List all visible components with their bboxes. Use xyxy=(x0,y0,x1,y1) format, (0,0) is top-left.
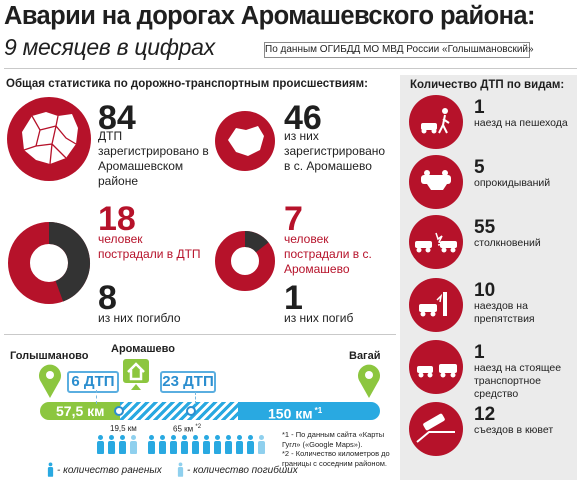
type-count: 12 xyxy=(474,404,496,425)
parked-vehicle-icon xyxy=(417,364,457,378)
dist-left-label: 19,5 км xyxy=(110,424,137,433)
dtp-left-badge: 6 ДТП xyxy=(67,371,119,393)
injured-person-icon xyxy=(246,435,255,455)
road-segment-left: 57,5 км xyxy=(40,402,120,420)
district-count: 84 xyxy=(98,99,136,137)
pedestrian-icon xyxy=(421,108,450,134)
legend-killed-label: - количество погибших xyxy=(187,464,298,476)
road-divider xyxy=(4,334,396,335)
home-pin-icon xyxy=(123,359,149,390)
road-segment-hatched xyxy=(120,402,238,420)
injured-person-icon xyxy=(235,435,244,455)
injured-person-icon xyxy=(180,435,189,455)
dist-right-label: 65 км *2 xyxy=(173,424,201,434)
district-injured-caption: человек пострадали в ДТП xyxy=(98,232,201,261)
type-icon-circle xyxy=(409,278,463,332)
people-right-group xyxy=(147,435,266,455)
district-caption: ДТП зарегистрировано в Аромашевском райо… xyxy=(98,129,209,188)
killed-person-icon xyxy=(257,435,266,455)
road-segment-right-value: 150 км xyxy=(268,405,313,422)
type-count: 55 xyxy=(474,217,496,238)
injured-person-icon xyxy=(213,435,222,455)
district-injured-donut xyxy=(8,222,90,304)
legend-injured: - количество раненых xyxy=(46,460,162,480)
donut-killed-arc xyxy=(48,222,90,302)
injured-person-icon xyxy=(224,435,233,455)
type-label: столкновений xyxy=(474,237,541,249)
village-injured-caption: человек пострадали в с. Аромашево xyxy=(284,232,372,276)
type-icon-circle xyxy=(409,402,463,456)
type-label: наезд на пешехода xyxy=(474,117,568,129)
village-caption: из них зарегистрировано в с. Аромашево xyxy=(284,129,386,173)
ditch-icon xyxy=(416,413,455,443)
injured-person-icon xyxy=(191,435,200,455)
injured-person-icon xyxy=(96,435,105,455)
district-map-icon xyxy=(7,97,91,181)
pin-left-icon xyxy=(39,364,61,398)
leader-right xyxy=(195,392,196,404)
general-heading: Общая статистика по дорожно-транспортным… xyxy=(6,78,368,90)
type-count: 5 xyxy=(474,157,485,178)
village-killed-caption: из них погиб xyxy=(284,311,354,325)
village-injured-count: 7 xyxy=(284,200,303,238)
pin-right-icon xyxy=(358,364,380,398)
donut-killed-arc xyxy=(244,231,269,253)
village-count: 46 xyxy=(284,99,322,137)
type-count: 1 xyxy=(474,97,485,118)
type-count: 10 xyxy=(474,280,496,301)
header-divider xyxy=(4,68,577,69)
type-icon-circle xyxy=(409,340,463,394)
page-subtitle: 9 месяцев в цифрах xyxy=(4,34,215,60)
injured-person-icon xyxy=(147,435,156,455)
type-count: 1 xyxy=(474,342,485,363)
source-badge: По данным ОГИБДД МО МВД России «Голышман… xyxy=(264,42,534,58)
type-icon-circle xyxy=(409,95,463,149)
district-killed-caption: из них погибло xyxy=(98,311,181,325)
type-label: наезд на стоящее транспортное средство xyxy=(474,362,562,400)
road-segment-right: 150 км *1 xyxy=(238,402,380,422)
obstacle-icon xyxy=(419,292,447,317)
town-center-label: Аромашево xyxy=(111,343,175,355)
village-map-icon xyxy=(215,111,275,171)
road-marker-left xyxy=(114,406,124,416)
legend-injured-label: - количество раненых xyxy=(57,464,162,476)
dtp-right-badge: 23 ДТП xyxy=(160,371,216,393)
district-injured-count: 18 xyxy=(98,200,136,238)
killed-person-icon xyxy=(129,435,138,455)
people-left-group xyxy=(96,435,138,455)
injured-person-icon xyxy=(169,435,178,455)
injured-person-icon xyxy=(158,435,167,455)
injured-person-icon xyxy=(118,435,127,455)
road-marker-right xyxy=(186,406,196,416)
road-note-1: *1 - По данным сайта «Карты Гугл» («Goog… xyxy=(282,430,385,449)
road-note-2: *2 - Количество километров до границы с … xyxy=(282,449,390,468)
page-title: Аварии на дорогах Аромашевского района: xyxy=(4,2,535,30)
type-icon-circle xyxy=(409,155,463,209)
village-killed-count: 1 xyxy=(284,279,303,317)
rollover-icon xyxy=(421,170,451,190)
leader-left xyxy=(96,390,116,404)
type-label: съездов в кювет xyxy=(474,424,554,436)
town-right-label: Вагай xyxy=(349,350,381,362)
injured-person-icon xyxy=(107,435,116,455)
collision-icon xyxy=(415,232,457,253)
village-injured-donut xyxy=(215,231,275,291)
road-notes: *1 - По данным сайта «Карты Гугл» («Goog… xyxy=(282,430,396,468)
injured-person-icon xyxy=(47,462,54,478)
types-heading: Количество ДТП по видам: xyxy=(410,79,565,91)
dist-right-mark: *2 xyxy=(195,424,202,430)
road-segment-right-mark: *1 xyxy=(314,406,323,415)
legend-killed: - количество погибших xyxy=(176,460,298,480)
district-killed-count: 8 xyxy=(98,279,117,317)
type-label: опрокидываний xyxy=(474,177,551,189)
injured-person-icon xyxy=(202,435,211,455)
type-icon-circle xyxy=(409,215,463,269)
dist-right-value: 65 км xyxy=(173,424,194,434)
type-label: наездов на препятствия xyxy=(474,300,535,325)
town-left-label: Голышманово xyxy=(10,350,89,362)
killed-person-icon xyxy=(177,462,184,478)
